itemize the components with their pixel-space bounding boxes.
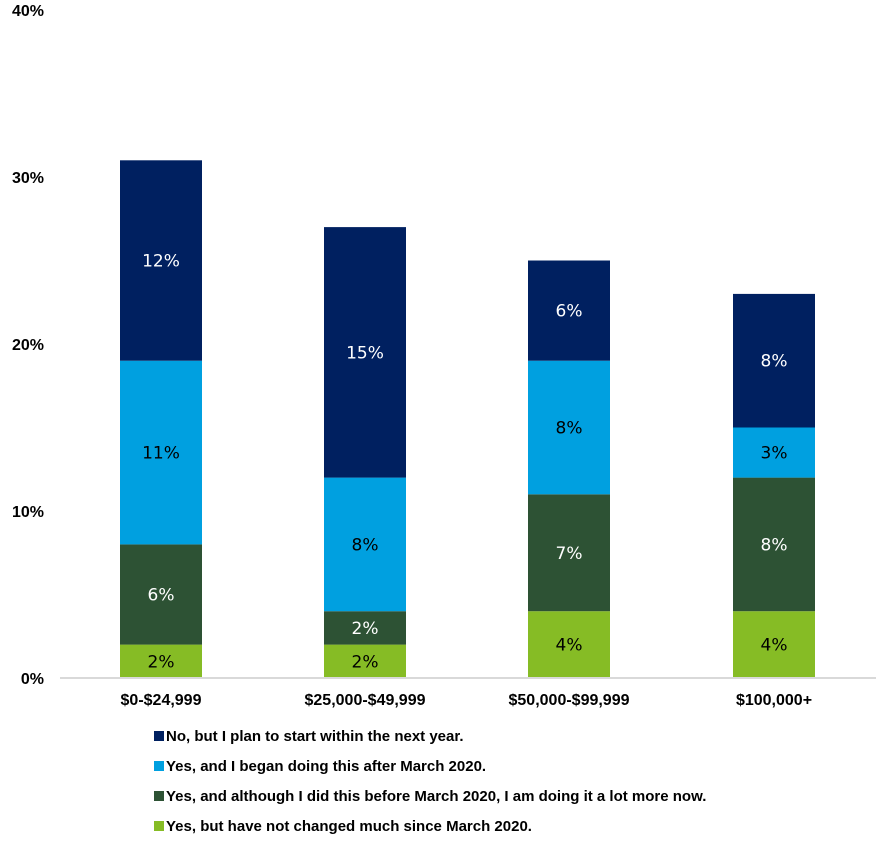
y-tick-label: 30% — [12, 170, 44, 187]
y-tick-label: 20% — [12, 337, 44, 354]
bar-segment — [324, 644, 406, 678]
y-tick-label: 40% — [12, 3, 44, 20]
bar-segment — [528, 260, 610, 361]
legend-swatch — [154, 731, 164, 741]
bar-segment — [324, 477, 406, 612]
data-label: 2% — [352, 652, 379, 672]
legend: No, but I plan to start within the next … — [154, 728, 706, 835]
data-label: 6% — [556, 302, 583, 322]
bar-segment — [733, 293, 815, 428]
bar-segment — [528, 494, 610, 612]
bar-segment — [120, 544, 202, 645]
data-label: 8% — [352, 535, 379, 555]
data-label: 11% — [142, 444, 180, 464]
legend-swatch — [154, 821, 164, 831]
data-label: 2% — [352, 619, 379, 639]
legend-label: Yes, but have not changed much since Mar… — [166, 818, 532, 835]
bar-segment — [528, 360, 610, 495]
x-tick-label: $100,000+ — [736, 692, 812, 709]
x-tick-label: $0-$24,999 — [121, 692, 202, 709]
data-label: 6% — [148, 586, 175, 606]
bars: 2% 6% 11% 12% 2% 2% 8% 15% 4% 7% 8% 6% 4% 8% 3% 8% — [120, 160, 815, 678]
bar-segment — [528, 611, 610, 678]
bar-segment — [120, 360, 202, 545]
bar-segment — [324, 227, 406, 478]
data-label: 12% — [142, 252, 180, 272]
bar-segment — [733, 427, 815, 478]
legend-swatch — [154, 791, 164, 801]
data-label: 8% — [761, 535, 788, 555]
bar-segment — [733, 477, 815, 612]
bar-segment — [324, 611, 406, 645]
legend-label: Yes, and although I did this before Marc… — [166, 788, 706, 805]
legend-label: No, but I plan to start within the next … — [166, 728, 464, 745]
bar-segment — [120, 160, 202, 361]
x-axis: $0-$24,999 $25,000-$49,999 $50,000-$99,999… — [121, 692, 813, 709]
x-tick-label: $50,000-$99,999 — [509, 692, 630, 709]
y-axis: 0% 10% 20% 30% 40% — [12, 3, 44, 688]
bar-segment — [120, 644, 202, 678]
data-label: 4% — [761, 636, 788, 656]
legend-swatch — [154, 761, 164, 771]
data-label: 8% — [761, 352, 788, 372]
legend-label: Yes, and I began doing this after March … — [166, 758, 486, 775]
bar-segment — [733, 611, 815, 678]
data-label: 3% — [761, 444, 788, 464]
data-label: 2% — [148, 652, 175, 672]
data-label: 15% — [346, 343, 384, 363]
data-label: 8% — [556, 419, 583, 439]
x-tick-label: $25,000-$49,999 — [305, 692, 426, 709]
y-tick-label: 10% — [12, 504, 44, 521]
data-label: 4% — [556, 636, 583, 656]
data-label: 7% — [556, 544, 583, 564]
y-tick-label: 0% — [21, 671, 44, 688]
